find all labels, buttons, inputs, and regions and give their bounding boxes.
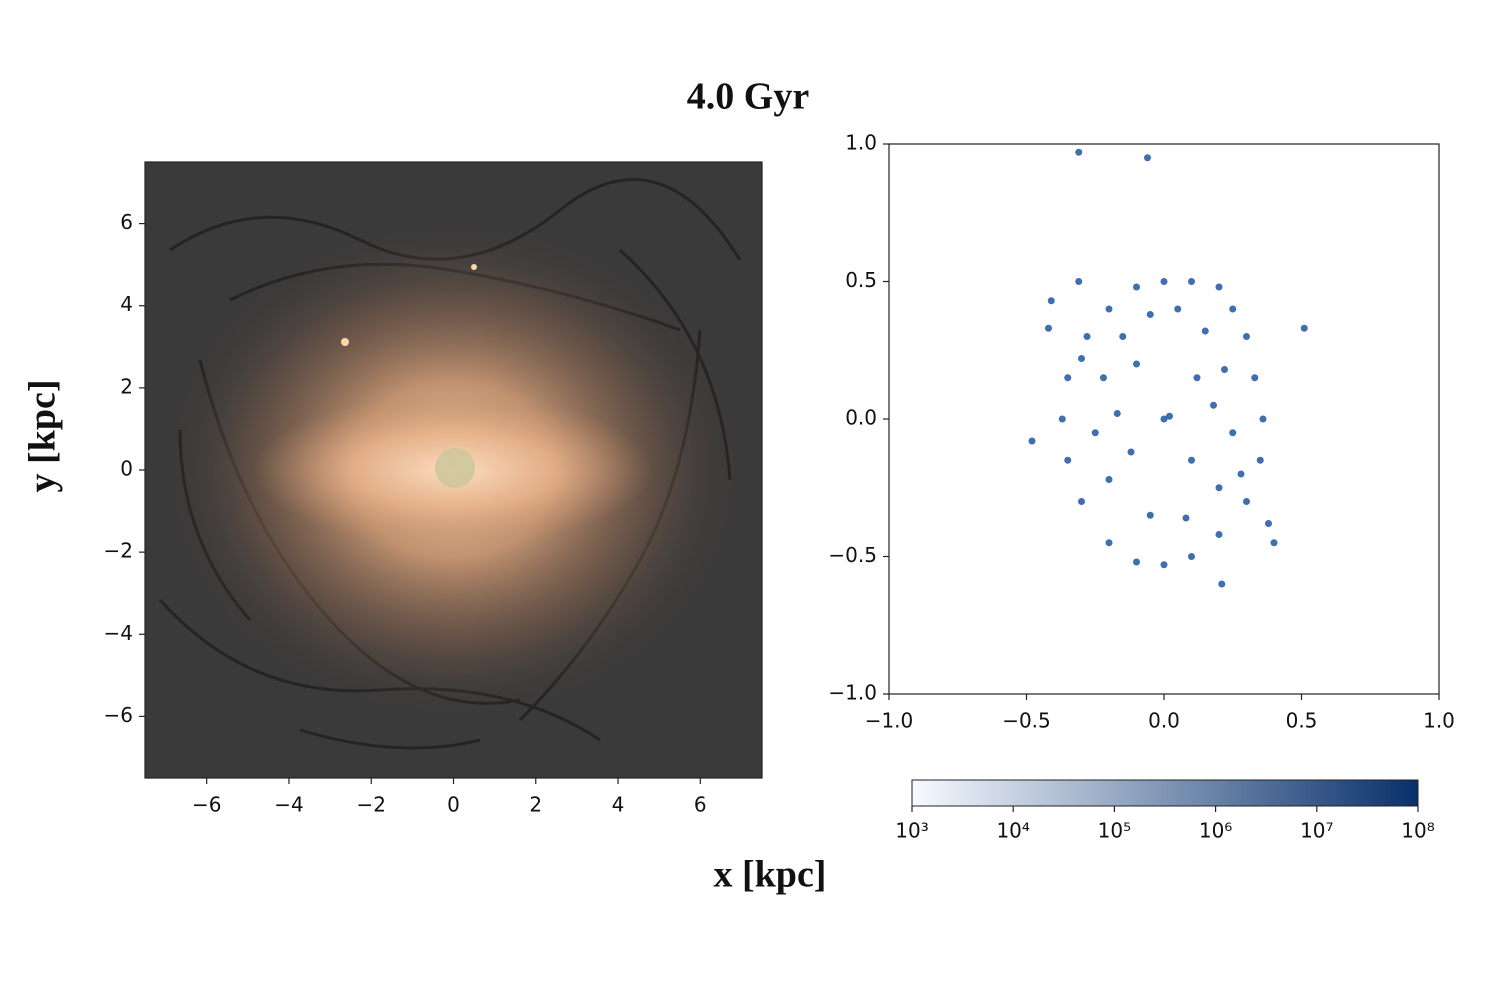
scatter-point [1259,415,1267,423]
x-tick-label: 0.0 [1148,709,1180,733]
scatter-point [1078,498,1085,505]
x-tick-label: 0 [447,793,460,817]
colorbar-tick-label: 10⁸ [1401,819,1434,843]
y-tick-label: 1.0 [845,131,877,155]
scatter-point [1229,305,1237,313]
colorbar-tick-label: 10⁴ [996,819,1029,843]
y-tick-label: −0.5 [828,543,877,567]
scatter-point [1188,278,1195,285]
scatter-point [1146,311,1154,318]
scatter-point [1256,456,1264,464]
scatter-point [1251,374,1259,382]
scatter-point [1160,561,1168,569]
scatter-point [1201,327,1209,335]
x-tick-label: 6 [694,793,707,817]
x-tick-label: −1.0 [865,709,914,733]
scatter-point [1215,531,1223,538]
scatter-point [1188,553,1195,560]
scatter-point [1100,374,1107,382]
scatter-point [1078,355,1085,362]
scatter-point [1133,558,1140,566]
scatter-point [1243,333,1250,340]
x-tick-label: 2 [529,793,542,817]
scatter-point [1174,305,1182,313]
scatter-point [1229,429,1237,437]
scatter-point [1083,333,1091,340]
scatter-point [1028,437,1036,445]
scatter-point [1182,514,1190,522]
y-tick-label: −1.0 [828,681,877,705]
x-tick-label: −0.5 [1002,709,1051,733]
x-tick-label: −4 [274,793,303,817]
x-tick-label: 1.0 [1423,709,1455,733]
scatter-point [1188,456,1195,464]
scatter-point [1075,278,1083,285]
scatter-point [1091,429,1099,437]
x-axis-label: x [kpc] [714,854,827,896]
scatter-point [1064,374,1072,382]
x-tick-label: −6 [192,793,221,817]
scatter-point [1144,154,1151,162]
y-tick-label: 2 [120,374,133,398]
y-tick-label: 0.0 [845,406,877,430]
scatter-point [1243,498,1250,505]
scatter-point [1237,470,1245,478]
scatter-point [1270,539,1278,547]
y-axis-label: y [kpc] [22,380,64,493]
colorbar-tick-label: 10⁶ [1199,819,1232,843]
scatter-point [1064,456,1072,464]
scatter-point [1215,484,1223,492]
figure-title: 4.0 Gyr [687,76,810,118]
scatter-point [1166,412,1173,420]
galaxy-image [145,162,762,778]
scatter-point [1105,476,1113,483]
scatter-point [1133,283,1140,291]
scatter-point [1300,324,1308,332]
scatter-point [1160,415,1168,423]
scatter-point [1045,324,1052,332]
y-tick-label: −2 [104,539,133,563]
scatter-point [1160,278,1168,285]
colorbar [911,779,1419,807]
scatter-point [1218,580,1226,588]
scatter-point [1193,374,1201,382]
scatter-point [1047,297,1055,305]
scatter-point [1127,448,1135,456]
y-tick-label: −6 [104,703,133,727]
scatter-point [1105,305,1113,313]
x-tick-label: 4 [612,793,625,817]
colorbar-tick-label: 10⁵ [1098,819,1131,843]
scatter-point [1058,415,1066,423]
x-tick-label: 0.5 [1286,709,1318,733]
y-tick-label: 0.5 [845,268,877,292]
scatter-point [1075,148,1083,156]
y-tick-label: 6 [120,210,133,234]
scatter-point [1119,333,1127,340]
scatter-point [1265,520,1272,527]
scatter-point [1215,283,1223,291]
scatter-point [1113,410,1121,417]
scatter-point [1146,511,1154,519]
scatter-point [1105,539,1113,547]
scatter-point [1221,366,1228,373]
scatter-point [1133,360,1140,368]
x-tick-label: −2 [356,793,385,817]
colorbar-tick-label: 10³ [895,819,928,843]
colorbar-tick-label: 10⁷ [1300,819,1333,843]
scatter-point [1210,401,1217,409]
y-tick-label: 4 [120,292,133,316]
y-tick-label: −4 [104,621,133,645]
y-tick-label: 0 [120,457,133,481]
